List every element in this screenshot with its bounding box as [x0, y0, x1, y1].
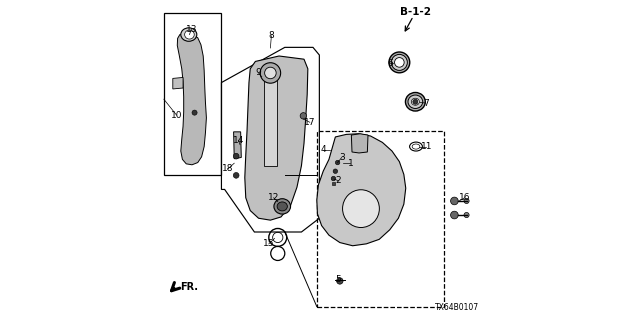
Circle shape — [451, 197, 458, 205]
Text: B-1-2: B-1-2 — [400, 7, 431, 17]
Text: TX64B0107: TX64B0107 — [435, 303, 479, 312]
Circle shape — [260, 63, 280, 83]
Circle shape — [451, 211, 458, 219]
Polygon shape — [245, 56, 308, 220]
Circle shape — [464, 212, 469, 218]
Circle shape — [335, 160, 340, 165]
Ellipse shape — [392, 54, 408, 70]
Ellipse shape — [277, 202, 287, 211]
Circle shape — [333, 169, 338, 173]
Ellipse shape — [408, 95, 423, 108]
Circle shape — [265, 67, 276, 79]
Text: 14: 14 — [233, 136, 244, 145]
Polygon shape — [173, 77, 183, 89]
Text: 10: 10 — [171, 111, 182, 120]
Text: 9: 9 — [256, 68, 261, 77]
Ellipse shape — [184, 30, 195, 39]
Text: 12: 12 — [268, 193, 279, 202]
Text: 17: 17 — [304, 118, 316, 127]
Circle shape — [413, 99, 418, 104]
Text: 7: 7 — [423, 99, 428, 108]
Text: 13: 13 — [186, 25, 197, 34]
Text: 11: 11 — [420, 142, 432, 151]
Polygon shape — [234, 132, 241, 159]
Polygon shape — [351, 134, 368, 153]
Circle shape — [192, 110, 197, 115]
Text: 16: 16 — [459, 193, 470, 202]
Ellipse shape — [412, 98, 419, 105]
Circle shape — [464, 198, 469, 204]
Ellipse shape — [181, 28, 197, 41]
Circle shape — [332, 176, 336, 181]
Text: 8: 8 — [269, 31, 274, 40]
Text: FR.: FR. — [180, 282, 198, 292]
Text: 15: 15 — [263, 239, 275, 248]
Circle shape — [300, 113, 307, 119]
Text: 5: 5 — [336, 275, 341, 284]
Text: 18: 18 — [222, 164, 234, 173]
Circle shape — [233, 172, 239, 178]
Ellipse shape — [389, 52, 410, 73]
Ellipse shape — [342, 190, 380, 228]
Polygon shape — [177, 35, 206, 165]
Circle shape — [337, 278, 343, 284]
Polygon shape — [317, 134, 406, 246]
Circle shape — [233, 153, 239, 159]
Bar — [264, 67, 277, 166]
Text: 2: 2 — [336, 176, 341, 185]
Text: 6: 6 — [387, 59, 392, 68]
Ellipse shape — [406, 92, 426, 111]
Ellipse shape — [274, 199, 291, 214]
Text: 4: 4 — [321, 145, 326, 154]
Text: 1: 1 — [348, 159, 353, 168]
Bar — [317, 131, 444, 307]
Bar — [332, 182, 335, 185]
Bar — [164, 13, 221, 175]
Text: 3: 3 — [339, 153, 344, 162]
Ellipse shape — [394, 58, 404, 67]
